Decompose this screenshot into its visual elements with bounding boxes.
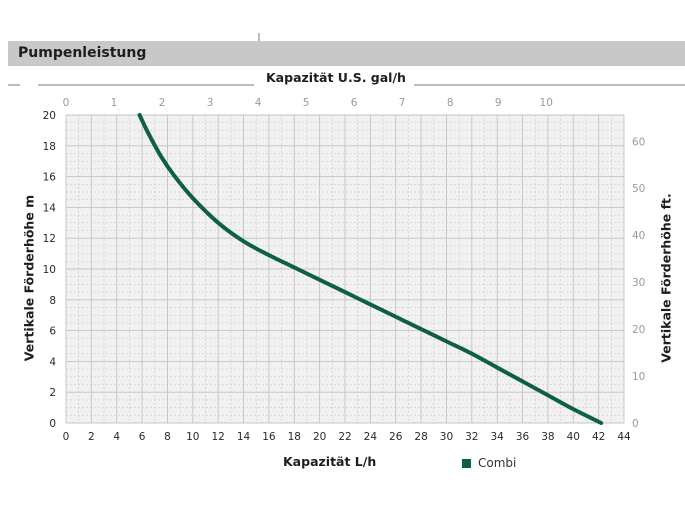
x-tick-label: 22 (338, 431, 351, 443)
x2-tick-label: 0 (63, 97, 70, 109)
y-tick-label: 18 (43, 141, 56, 153)
x-tick-label: 16 (262, 431, 276, 443)
x2-tick-label: 9 (495, 97, 502, 109)
y-tick-label: 20 (43, 110, 56, 122)
y-axis-label: Vertikale Förderhöhe m (21, 194, 37, 362)
x-tick-label: 36 (516, 431, 530, 443)
tick-labels: 0 2 4 6 8 10 12 14 16 18 20 22 24 26 28 30 32 34 36 38 40 42 4… (43, 97, 646, 443)
x-tick-label: 42 (592, 431, 605, 443)
y2-tick-label: 60 (632, 136, 645, 148)
y-tick-label: 4 (49, 356, 56, 368)
x-tick-label: 30 (440, 431, 453, 443)
x2-tick-label: 2 (159, 97, 166, 109)
x-tick-label: 12 (211, 431, 224, 443)
x-tick-label: 20 (313, 431, 326, 443)
x-tick-label: 6 (139, 431, 146, 443)
x2-tick-label: 5 (303, 97, 310, 109)
y2-tick-label: 20 (632, 324, 645, 336)
x-tick-label: 32 (465, 431, 478, 443)
y-tick-label: 14 (43, 202, 57, 214)
y-tick-label: 8 (49, 295, 56, 307)
series-line-combi (137, 113, 604, 425)
x-tick-label: 38 (541, 431, 554, 443)
x2-tick-label: 3 (207, 97, 214, 109)
x2-axis-label: Kapazität U.S. gal/h (266, 70, 406, 85)
x2-tick-label: 6 (351, 97, 358, 109)
legend: Combi (462, 456, 516, 470)
x2-tick-label: 10 (540, 97, 553, 109)
grid-lines (65, 114, 625, 424)
x-tick-label: 0 (63, 431, 70, 443)
x2-tick-label: 8 (447, 97, 454, 109)
y-tick-label: 12 (43, 233, 56, 245)
y2-axis-label: Vertikale Förderhöhe ft. (658, 193, 674, 363)
y-tick-label: 2 (49, 387, 56, 399)
x2-tick-label: 4 (255, 97, 262, 109)
x-tick-label: 24 (364, 431, 378, 443)
x2-tick-label: 7 (399, 97, 406, 109)
x-tick-label: 14 (237, 431, 251, 443)
x-tick-label: 34 (490, 431, 504, 443)
x-tick-label: 8 (164, 431, 171, 443)
y2-tick-label: 40 (632, 230, 645, 242)
x-tick-label: 44 (617, 431, 631, 443)
x-tick-label: 18 (288, 431, 301, 443)
y-tick-label: 6 (49, 326, 56, 338)
page-title: Pumpenleistung (18, 45, 147, 61)
x-tick-label: 40 (567, 431, 580, 443)
x-tick-label: 26 (389, 431, 403, 443)
y-tick-label: 16 (43, 172, 57, 184)
legend-label-combi: Combi (478, 456, 517, 470)
x-tick-label: 2 (88, 431, 95, 443)
x2-tick-label: 1 (111, 97, 118, 109)
y2-tick-label: 30 (632, 277, 645, 289)
x-tick-label: 10 (186, 431, 199, 443)
x-tick-label: 4 (113, 431, 120, 443)
legend-swatch-combi (462, 458, 471, 468)
y2-tick-label: 50 (632, 183, 645, 195)
y2-tick-label: 0 (632, 418, 639, 430)
header-bar (8, 41, 685, 66)
x-tick-label: 28 (414, 431, 427, 443)
x-axis-label: Kapazität L/h (283, 454, 377, 469)
y2-tick-label: 10 (632, 371, 645, 383)
y-tick-label: 10 (43, 264, 56, 276)
y-tick-label: 0 (49, 418, 56, 430)
